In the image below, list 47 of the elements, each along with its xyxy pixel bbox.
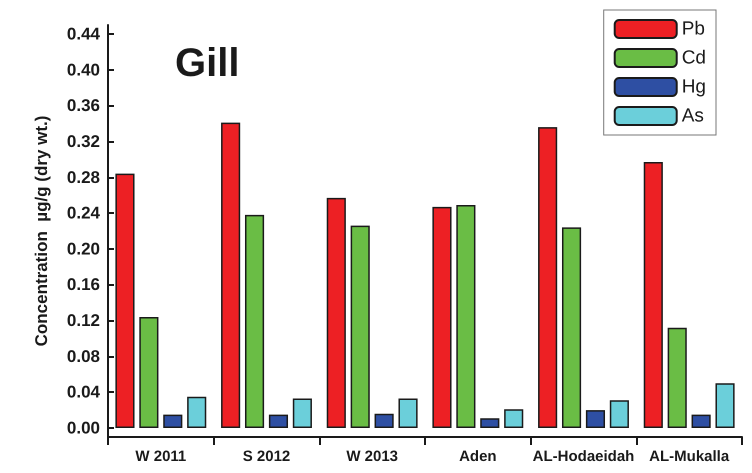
bar	[480, 418, 500, 428]
y-axis-title: Concentration µg/g (dry wt.)	[32, 116, 51, 346]
y-tick-label: 0.44	[66, 24, 101, 44]
bar	[292, 398, 312, 428]
bar	[326, 198, 346, 428]
x-tick-label: W 2011	[135, 448, 186, 465]
x-tick-label: W 2013	[346, 448, 398, 465]
bar	[139, 316, 158, 428]
legend-label: Hg	[682, 76, 706, 98]
bar	[456, 205, 476, 428]
bar	[374, 414, 394, 428]
legend-label: Cd	[682, 48, 706, 68]
bar	[610, 400, 629, 428]
y-tick-label: 0.04	[66, 382, 101, 402]
legend-label: Pb	[682, 18, 705, 40]
bar	[350, 226, 370, 428]
bar	[398, 398, 418, 428]
x-tick-label: S 2012	[242, 448, 290, 465]
bar	[668, 328, 687, 428]
bar	[432, 206, 452, 428]
bar	[586, 410, 606, 428]
bar	[715, 383, 735, 428]
bar	[644, 162, 663, 428]
bar	[244, 214, 264, 428]
x-tick-label: AL-Mukalla	[649, 448, 730, 465]
y-tick-label: 0.40	[66, 60, 100, 80]
y-tick-label: 0.12	[66, 311, 100, 330]
bar	[562, 227, 582, 428]
bar	[268, 414, 288, 428]
bar	[221, 122, 240, 428]
y-tick-label: 0.16	[66, 275, 100, 294]
y-tick-label: 0.36	[66, 96, 100, 116]
y-tick-label: 0.32	[66, 132, 100, 151]
bar	[538, 127, 558, 428]
bar	[504, 409, 524, 428]
y-tick-label: 0.28	[66, 168, 100, 187]
y-tick-label: 0.20	[66, 239, 100, 258]
y-tick-label: 0.24	[66, 204, 101, 223]
bar	[163, 414, 182, 428]
y-tick-label: 0.00	[66, 418, 100, 438]
x-tick-label: Aden	[459, 448, 497, 465]
legend-label: As	[682, 106, 704, 126]
bar	[187, 396, 206, 428]
chart-title: Gill	[175, 41, 240, 85]
x-tick-label: AL-Hodaeidah	[532, 448, 634, 465]
bar	[692, 414, 711, 428]
y-tick-label: 0.08	[66, 346, 100, 366]
